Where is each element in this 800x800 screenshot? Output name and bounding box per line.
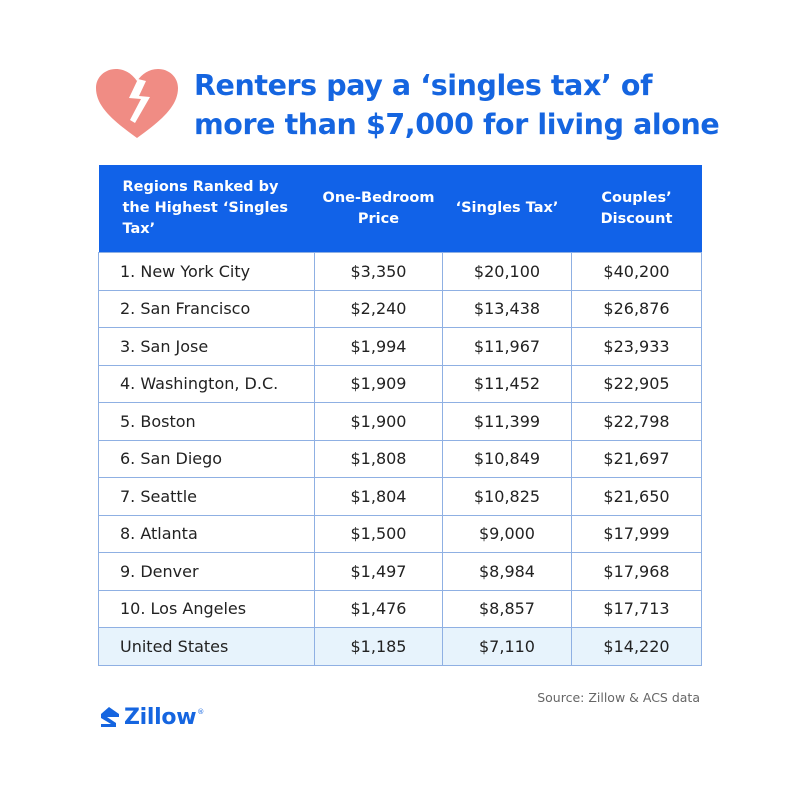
price-cell: $1,994 [314,327,443,366]
price-cell: $1,909 [314,364,443,403]
singles-tax-cell: $11,452 [442,364,572,403]
discount-cell: $22,905 [571,364,702,403]
broken-heart-icon [96,69,178,138]
table-row: 7. Seattle $1,804 $10,825 $21,650 [98,477,702,516]
table-row: 10. Los Angeles $1,476 $8,857 $17,713 [98,589,702,628]
discount-cell: $40,200 [571,252,702,291]
table-row: 6. San Diego $1,808 $10,849 $21,697 [98,439,702,478]
table-row: 5. Boston $1,900 $11,399 $22,798 [98,402,702,441]
table-row: 9. Denver $1,497 $8,984 $17,968 [98,552,702,591]
price-cell: $1,500 [314,514,443,553]
region-cell: 2. San Francisco [98,289,315,328]
table-row: 2. San Francisco $2,240 $13,438 $26,876 [98,289,702,328]
table-row: 3. San Jose $1,994 $11,967 $23,933 [98,327,702,366]
region-cell: 4. Washington, D.C. [98,364,315,403]
region-cell: 3. San Jose [98,327,315,366]
discount-cell: $21,650 [571,477,702,516]
region-cell: 1. New York City [98,252,315,291]
singles-tax-cell: $11,399 [442,402,572,441]
table-row: 8. Atlanta $1,500 $9,000 $17,999 [98,514,702,553]
header-price: One-Bedroom Price [314,165,443,253]
price-cell: $1,804 [314,477,443,516]
registered-mark: ® [197,708,205,716]
table-row: 4. Washington, D.C. $1,909 $11,452 $22,9… [98,364,702,403]
singles-tax-cell: $8,857 [442,589,572,628]
price-cell: $1,185 [314,627,443,666]
discount-cell: $22,798 [571,402,702,441]
discount-cell: $17,999 [571,514,702,553]
price-cell: $2,240 [314,289,443,328]
header-discount: Couples’ Discount [571,165,702,253]
region-cell: United States [98,627,315,666]
region-cell: 9. Denver [98,552,315,591]
singles-tax-cell: $20,100 [442,252,572,291]
region-cell: 8. Atlanta [98,514,315,553]
page-title: Renters pay a ‘singles tax’ of more than… [194,66,754,144]
singles-tax-cell: $10,849 [442,439,572,478]
region-cell: 10. Los Angeles [98,589,315,628]
price-cell: $1,497 [314,552,443,591]
singles-tax-cell: $10,825 [442,477,572,516]
table-row-us-total: United States $1,185 $7,110 $14,220 [98,627,702,666]
discount-cell: $26,876 [571,289,702,328]
header-region: Regions Ranked by the Highest ‘Singles T… [98,165,315,253]
title-line-1: Renters pay a ‘singles tax’ of [194,69,653,102]
zillow-logo: Zillow ® [98,704,204,730]
discount-cell: $23,933 [571,327,702,366]
region-cell: 7. Seattle [98,477,315,516]
singles-tax-cell: $11,967 [442,327,572,366]
discount-cell: $14,220 [571,627,702,666]
singles-tax-table: Regions Ranked by the Highest ‘Singles T… [98,165,702,666]
discount-cell: $17,968 [571,552,702,591]
singles-tax-cell: $13,438 [442,289,572,328]
price-cell: $1,900 [314,402,443,441]
singles-tax-cell: $8,984 [442,552,572,591]
source-note: Source: Zillow & ACS data [537,690,700,705]
discount-cell: $17,713 [571,589,702,628]
zillow-house-icon [101,707,119,727]
header-singles-tax: ‘Singles Tax’ [442,165,572,253]
discount-cell: $21,697 [571,439,702,478]
region-cell: 6. San Diego [98,439,315,478]
price-cell: $1,476 [314,589,443,628]
singles-tax-cell: $9,000 [442,514,572,553]
singles-tax-cell: $7,110 [442,627,572,666]
price-cell: $3,350 [314,252,443,291]
logo-wordmark: Zillow [124,704,197,730]
table-row: 1. New York City $3,350 $20,100 $40,200 [98,252,702,291]
title-line-2: more than $7,000 for living alone [194,108,720,141]
table-header-row: Regions Ranked by the Highest ‘Singles T… [98,165,702,253]
price-cell: $1,808 [314,439,443,478]
region-cell: 5. Boston [98,402,315,441]
